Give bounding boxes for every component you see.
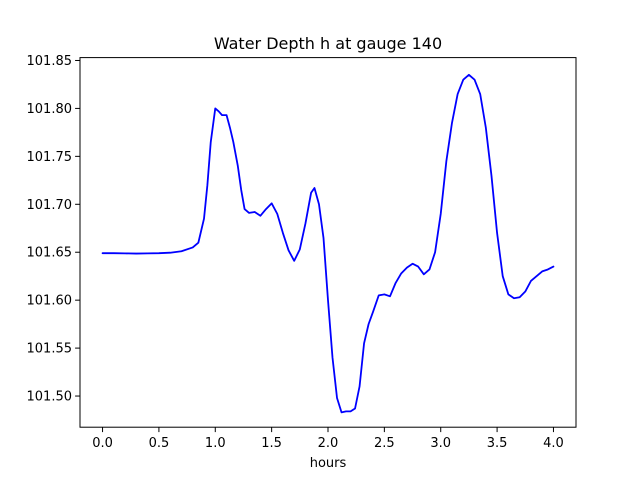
x-tick-label: 2.0 xyxy=(318,436,339,451)
x-tick-label: 3.0 xyxy=(430,436,451,451)
y-tick-label: 101.75 xyxy=(27,150,73,165)
x-axis-label: hours xyxy=(310,456,347,471)
y-tick-label: 101.80 xyxy=(27,102,73,117)
y-axis-ticks: 101.50 101.55 101.60 101.65 101.70 101.75 101.… xyxy=(27,54,80,405)
plot-frame xyxy=(79,57,577,428)
x-tick-label: 2.5 xyxy=(374,436,395,451)
x-axis-ticks: 0.0 0.5 1.0 1.5 2.0 2.5 3.0 3.5 4.0 xyxy=(92,427,564,451)
y-tick-label: 101.65 xyxy=(27,246,73,261)
y-tick-label: 101.60 xyxy=(27,294,73,309)
x-tick-label: 0.0 xyxy=(92,436,113,451)
y-tick-label: 101.50 xyxy=(27,390,73,405)
chart-title: Water Depth h at gauge 140 xyxy=(214,34,442,53)
series-line-0 xyxy=(101,73,555,414)
x-tick-label: 4.0 xyxy=(543,436,564,451)
x-tick-label: 1.5 xyxy=(261,436,282,451)
y-tick-label: 101.55 xyxy=(27,342,73,357)
x-tick-label: 0.5 xyxy=(149,436,170,451)
y-tick-label: 101.85 xyxy=(27,54,73,69)
y-tick-label: 101.70 xyxy=(27,198,73,213)
x-tick-label: 3.5 xyxy=(487,436,508,451)
series-layer xyxy=(101,73,555,414)
x-tick-label: 1.0 xyxy=(205,436,226,451)
